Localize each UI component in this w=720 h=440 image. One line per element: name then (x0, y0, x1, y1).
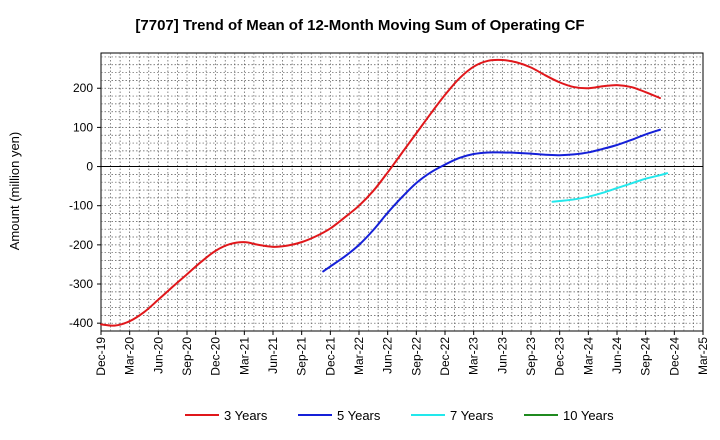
plot-area (100, 58, 669, 327)
x-tick-label: Dec-20 (209, 337, 223, 376)
x-tick-label: Sep-21 (295, 337, 309, 376)
legend-label-5-years: 5 Years (337, 408, 381, 423)
legend-label-3-years: 3 Years (224, 408, 268, 423)
legend: 3 Years 5 Years 7 Years 10 Years (185, 408, 614, 423)
x-tick-label: Mar-24 (581, 337, 595, 375)
y-tick-label: 200 (73, 81, 93, 95)
x-tick-label: Dec-23 (553, 337, 567, 376)
x-tick-label: Jun-22 (381, 337, 395, 374)
y-tick-label: -300 (69, 277, 93, 291)
x-tick-label: Sep-20 (180, 337, 194, 376)
x-tick-label: Mar-22 (352, 337, 366, 375)
x-tick-label: Dec-21 (323, 337, 337, 376)
y-tick-label: -100 (69, 199, 93, 213)
x-tick-label: Mar-25 (696, 337, 710, 375)
chart-title: [7707] Trend of Mean of 12-Month Moving … (135, 17, 584, 34)
x-tick-label: Sep-24 (639, 337, 653, 376)
x-tick-label: Dec-19 (94, 337, 108, 376)
legend-label-10-years: 10 Years (563, 408, 614, 423)
x-tick-label: Dec-22 (438, 337, 452, 376)
y-tick-label: 0 (86, 160, 93, 174)
x-tick-label: Sep-23 (524, 337, 538, 376)
y-ticks: -400 -300 -200 -100 0 100 200 (69, 81, 101, 330)
series-line-3-years (100, 58, 661, 327)
x-tick-label: Dec-24 (667, 337, 681, 376)
grid (100, 52, 704, 332)
x-tick-label: Mar-20 (123, 337, 137, 375)
plot-frame (100, 52, 704, 332)
x-tick-label: Sep-22 (409, 337, 423, 376)
x-tick-label: Mar-23 (467, 337, 481, 375)
x-ticks: Dec-19 Mar-20 Jun-20 Sep-20 Dec-20 Mar-21 Jun-… (94, 331, 710, 376)
y-tick-label: -200 (69, 238, 93, 252)
x-tick-label: Mar-21 (237, 337, 251, 375)
x-tick-label: Jun-23 (495, 337, 509, 374)
y-tick-label: 100 (73, 120, 93, 134)
x-tick-label: Jun-21 (266, 337, 280, 374)
legend-label-7-years: 7 Years (450, 408, 494, 423)
x-tick-label: Jun-24 (610, 337, 624, 374)
x-tick-label: Jun-20 (151, 337, 165, 374)
series-line-7-years (551, 172, 669, 203)
series-line-5-years (322, 128, 661, 273)
y-axis-label: Amount (million yen) (7, 132, 22, 251)
y-tick-label: -400 (69, 316, 93, 330)
